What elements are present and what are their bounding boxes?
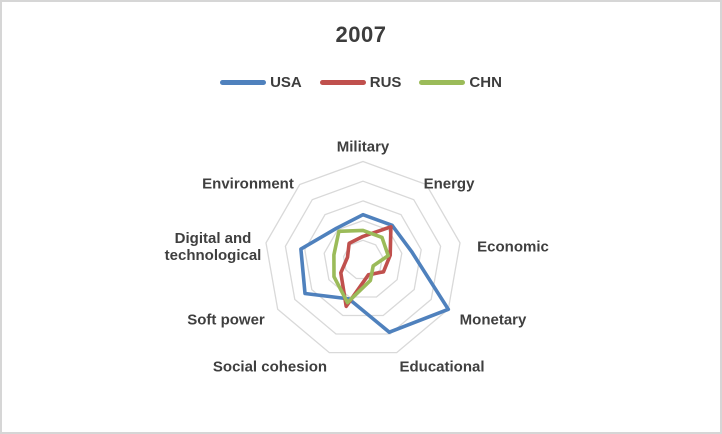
chart-legend: USA RUS CHN <box>2 74 720 91</box>
series-usa <box>299 212 451 335</box>
axis-label-environment: Environment <box>202 175 294 193</box>
chart-title: 2007 <box>335 22 387 47</box>
grid-ring-4 <box>284 180 442 335</box>
grid-ring-3 <box>304 200 422 317</box>
legend-item-chn: CHN <box>419 74 502 91</box>
axis-label-military: Military <box>336 138 390 156</box>
axis-label-educational: Educational <box>399 358 485 376</box>
legend-label-chn: CHN <box>469 74 502 91</box>
axis-label-digital-and-technological: Digital and technological <box>164 229 262 264</box>
legend-label-usa: USA <box>270 74 302 91</box>
legend-item-usa: USA <box>220 74 302 91</box>
axis-label-energy: Energy <box>423 175 475 193</box>
usa-line-swatch <box>220 80 267 85</box>
grid-ring-5 <box>265 160 461 354</box>
rus-line-swatch <box>319 80 366 85</box>
axis-label-soft-power: Soft power <box>187 311 265 329</box>
grid-ring-2 <box>323 219 403 298</box>
axis-label-monetary: Monetary <box>459 311 527 329</box>
legend-item-rus: RUS <box>319 74 402 91</box>
axis-label-economic: Economic <box>477 238 549 256</box>
axis-label-social-cohesion: Social cohesion <box>212 358 328 376</box>
series-chn <box>332 228 391 305</box>
legend-label-rus: RUS <box>369 74 402 91</box>
chn-line-swatch <box>419 80 466 85</box>
series-rus <box>338 225 393 309</box>
